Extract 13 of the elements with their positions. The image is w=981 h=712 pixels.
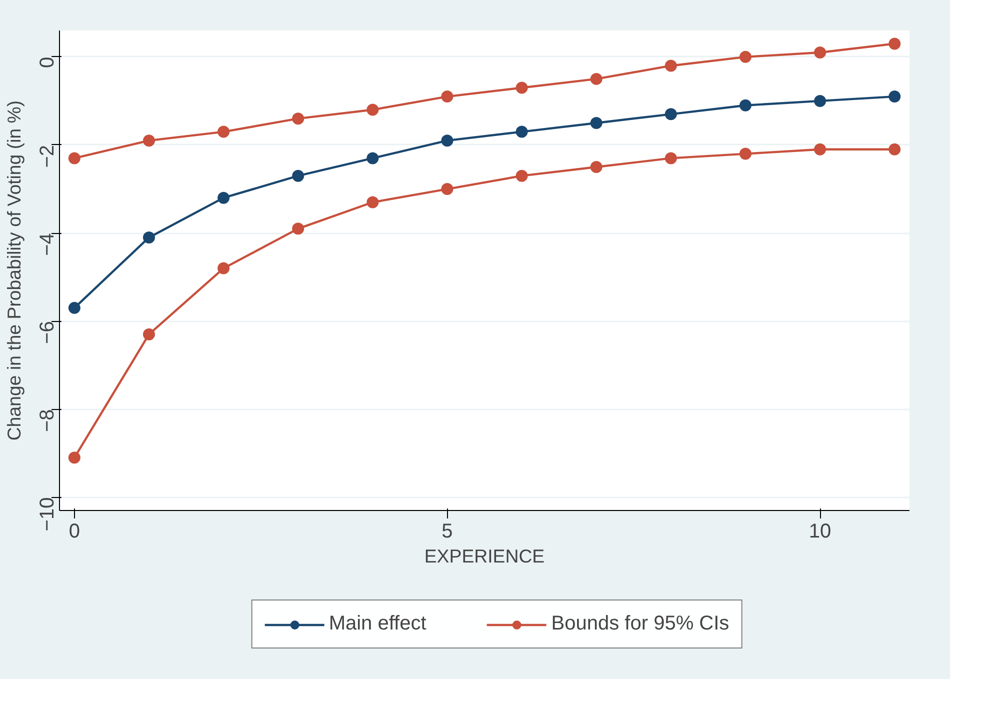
x-tick-label: 0 — [68, 520, 80, 542]
legend-label: Bounds for 95% CIs — [551, 612, 730, 636]
y-tick-label: −2 — [36, 144, 58, 168]
y-tick-label: 0 — [36, 56, 58, 68]
x-tick-label: 10 — [808, 520, 832, 542]
y-axis-title: Change in the Probability of Voting (in %) — [4, 100, 24, 441]
y-tick-label: −6 — [36, 321, 58, 344]
y-tick-label: −10 — [36, 497, 58, 532]
x-tick-label: 5 — [442, 520, 453, 542]
x-axis-title: EXPERIENCE — [424, 546, 545, 566]
y-tick-label: −4 — [36, 233, 58, 256]
legend-label: Main effect — [328, 612, 426, 636]
y-tick-label: −8 — [36, 409, 58, 432]
